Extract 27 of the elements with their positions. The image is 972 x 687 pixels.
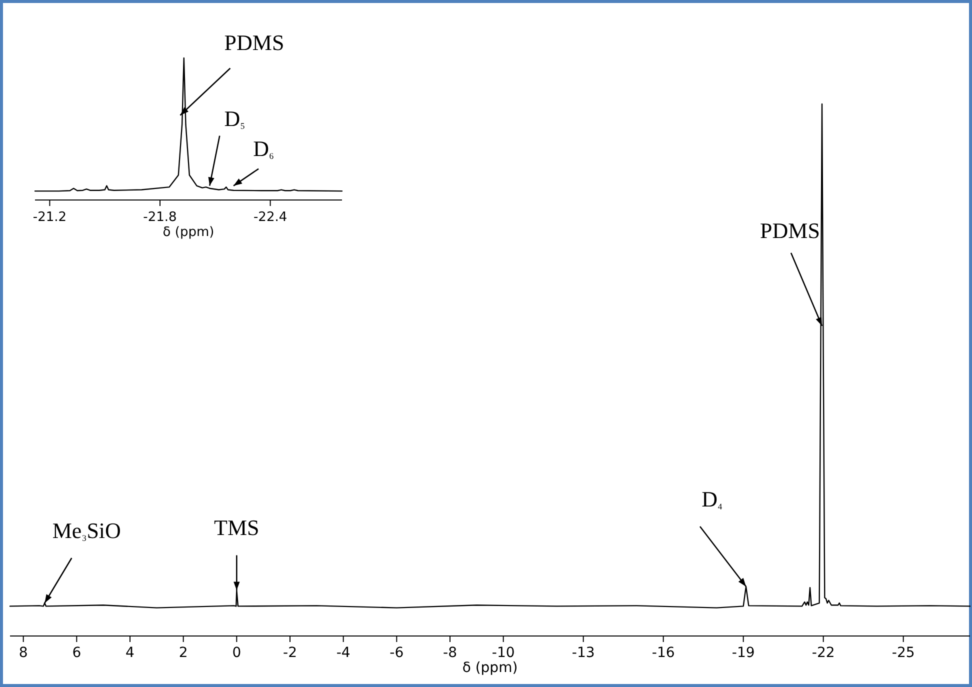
x-tick-label: -22 <box>812 645 835 661</box>
x-tick-label: -13 <box>572 645 595 661</box>
x-tick-label: -16 <box>652 645 675 661</box>
x-tick-label: -10 <box>492 645 515 661</box>
annotation: PDMS <box>760 218 820 243</box>
x-tick-label: 2 <box>178 645 188 661</box>
annotation: PDMS <box>224 30 284 56</box>
x-tick-label: -19 <box>732 645 755 661</box>
annotation: D₅ <box>224 106 246 131</box>
x-tick-label: -2 <box>283 645 297 661</box>
annotation: D₆ <box>253 136 274 161</box>
x-axis-title: δ (ppm) <box>162 225 214 240</box>
annotation: D₄ <box>702 486 722 512</box>
x-tick-label: -6 <box>390 645 404 661</box>
x-tick-label: -8 <box>443 645 457 661</box>
x-axis-title: δ (ppm) <box>462 660 518 676</box>
annotation: Me₃SiO <box>52 518 121 544</box>
x-tick-label: 0 <box>232 645 242 661</box>
x-tick-label: -4 <box>336 645 350 661</box>
x-tick-label: 4 <box>126 645 135 661</box>
x-tick-label: -21.8 <box>143 210 177 225</box>
annotation: TMS <box>214 515 260 540</box>
x-tick-label: 6 <box>72 645 82 661</box>
x-tick-label: -25 <box>892 645 915 661</box>
x-tick-label: 8 <box>18 645 28 661</box>
x-tick-label: -22.4 <box>253 210 288 225</box>
x-tick-label: -21.2 <box>32 210 67 225</box>
